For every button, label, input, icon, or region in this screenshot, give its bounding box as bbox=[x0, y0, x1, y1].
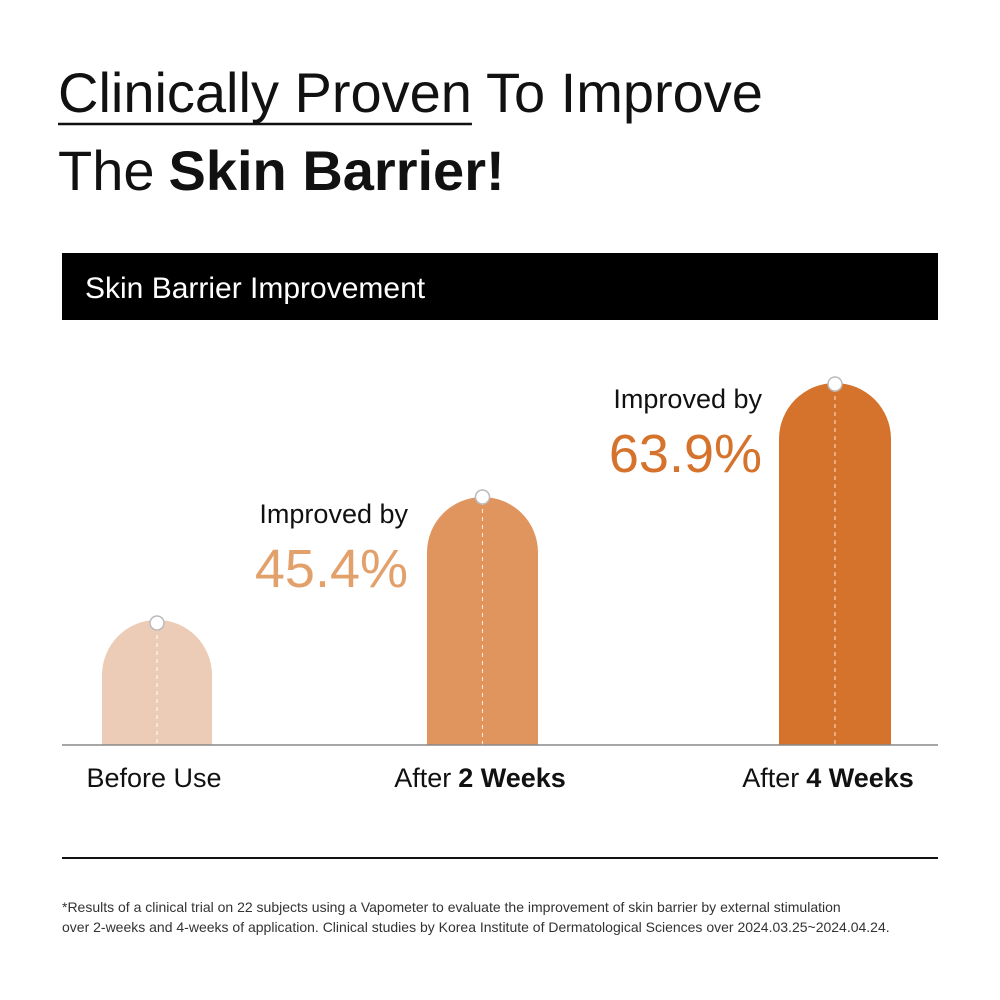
category-plain: After bbox=[394, 763, 451, 793]
category-plain: Before Use bbox=[86, 763, 221, 793]
headline-bold: Skin Barrier! bbox=[169, 139, 505, 202]
section-title: Skin Barrier Improvement bbox=[85, 272, 426, 305]
bar-dot bbox=[474, 489, 491, 505]
category-bold: 4 Weeks bbox=[806, 763, 914, 793]
improved-percent: 63.9% bbox=[609, 424, 762, 484]
improved-percent: 45.4% bbox=[255, 539, 408, 599]
improved-note: Improved by bbox=[613, 384, 762, 414]
bar-dot bbox=[149, 615, 165, 631]
bar-before bbox=[102, 620, 212, 745]
headline-line-2: The Skin Barrier! bbox=[58, 139, 505, 202]
category-bold: 2 Weeks bbox=[458, 763, 566, 793]
footnote: over 2-weeks and 4-weeks of application.… bbox=[62, 919, 890, 935]
headline-line-1: Clinically Proven To Improve bbox=[58, 61, 763, 124]
headline-underlined: Clinically Proven bbox=[58, 61, 472, 124]
category-label: Before Use bbox=[86, 763, 221, 793]
improved-note: Improved by bbox=[259, 499, 408, 529]
section-band bbox=[62, 253, 938, 320]
footnote: *Results of a clinical trial on 22 subje… bbox=[62, 899, 841, 915]
bar-dot bbox=[827, 376, 843, 392]
headline-plain: The bbox=[58, 139, 155, 202]
category-label: After 4 Weeks bbox=[742, 763, 914, 793]
category-plain: After bbox=[742, 763, 799, 793]
bars bbox=[102, 376, 891, 745]
category-label: After 2 Weeks bbox=[394, 763, 566, 793]
headline-rest: To Improve bbox=[486, 61, 763, 124]
